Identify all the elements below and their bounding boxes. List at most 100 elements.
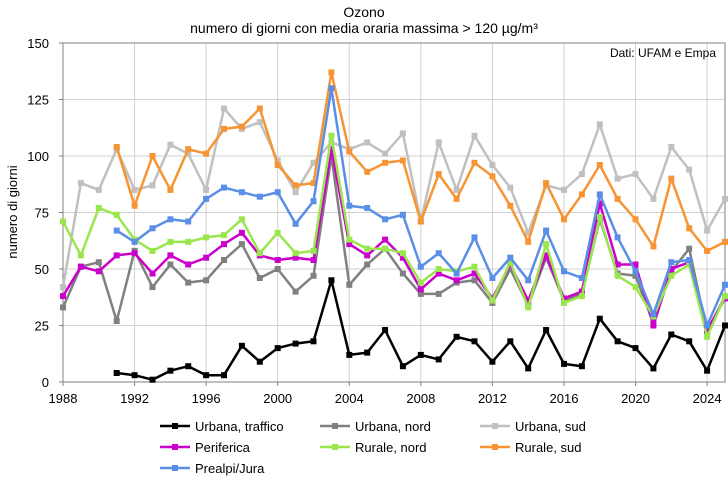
data-point-urbana-traffico	[185, 363, 192, 370]
data-point-periferica	[203, 254, 210, 261]
series-urbana-traffico	[113, 277, 728, 383]
data-point-urbana-sud	[167, 141, 174, 148]
data-point-rurale-sud	[382, 159, 389, 166]
data-point-rurale-sud	[203, 150, 210, 157]
data-point-prealpi-jura	[382, 216, 389, 223]
data-point-rurale-nord	[382, 245, 389, 252]
series-urbana-nord	[60, 153, 728, 336]
legend-swatch-marker	[332, 444, 338, 450]
series-periferica	[60, 146, 728, 333]
data-point-periferica	[221, 241, 227, 248]
data-point-rurale-nord	[364, 245, 371, 252]
data-point-urbana-traffico	[614, 338, 621, 345]
data-point-rurale-nord	[346, 236, 353, 243]
data-point-rurale-sud	[131, 202, 138, 209]
chart-subtitle: numero di giorni con media oraria massim…	[190, 20, 538, 36]
data-point-urbana-traffico	[238, 342, 245, 349]
data-point-urbana-sud	[435, 139, 442, 146]
data-point-rurale-sud	[614, 195, 621, 202]
data-point-rurale-sud	[471, 159, 478, 166]
data-point-urbana-sud	[722, 195, 728, 202]
data-point-rurale-sud	[668, 175, 675, 182]
data-point-prealpi-jura	[221, 184, 227, 191]
legend-swatch-marker	[332, 423, 338, 429]
data-point-urbana-traffico	[686, 338, 693, 345]
data-point-prealpi-jura	[561, 268, 567, 275]
data-point-periferica	[435, 270, 442, 277]
data-point-prealpi-jura	[310, 198, 317, 205]
data-point-urbana-traffico	[113, 370, 120, 376]
data-point-urbana-traffico	[274, 345, 281, 352]
data-point-urbana-nord	[274, 266, 281, 272]
data-point-urbana-nord	[399, 270, 406, 277]
data-point-urbana-nord	[149, 284, 156, 291]
data-point-rurale-sud	[346, 148, 353, 155]
data-point-urbana-sud	[131, 186, 138, 193]
data-point-prealpi-jura	[453, 270, 460, 277]
data-point-periferica	[382, 236, 389, 243]
series-line-urbana-nord	[61, 154, 727, 334]
data-point-urbana-traffico	[650, 365, 657, 372]
data-point-prealpi-jura	[543, 227, 550, 234]
data-point-urbana-sud	[292, 189, 299, 196]
data-point-periferica	[471, 270, 478, 277]
data-point-periferica	[399, 254, 406, 261]
data-point-urbana-traffico	[561, 360, 567, 367]
data-point-periferica	[60, 293, 66, 300]
data-point-prealpi-jura	[722, 281, 728, 288]
data-point-rurale-sud	[274, 162, 281, 168]
data-point-prealpi-jura	[346, 202, 353, 209]
data-point-urbana-nord	[292, 288, 299, 295]
data-point-urbana-traffico	[722, 322, 728, 329]
data-point-urbana-nord	[238, 241, 245, 248]
data-point-prealpi-jura	[596, 191, 603, 198]
data-point-rurale-nord	[77, 252, 84, 259]
data-point-urbana-traffico	[364, 349, 371, 356]
legend-swatch-marker	[492, 444, 498, 450]
data-point-prealpi-jura	[471, 234, 478, 241]
data-point-periferica	[704, 327, 711, 333]
data-point-prealpi-jura	[256, 193, 263, 200]
legend-swatch-marker	[492, 423, 498, 429]
data-point-periferica	[274, 257, 281, 263]
data-point-urbana-traffico	[507, 338, 514, 345]
data-point-urbana-traffico	[525, 365, 532, 372]
data-point-urbana-nord	[221, 257, 227, 263]
y-axis-ticks: 0 25 50 75 100 125 150	[27, 36, 63, 390]
data-point-periferica	[328, 146, 335, 153]
data-point-rurale-sud	[578, 191, 585, 198]
data-point-urbana-traffico	[596, 315, 603, 322]
legend-item: Periferica	[160, 440, 251, 455]
data-point-urbana-sud	[60, 284, 66, 291]
data-point-periferica	[453, 277, 460, 284]
data-point-prealpi-jura	[686, 257, 693, 263]
data-point-rurale-sud	[632, 216, 639, 223]
data-point-prealpi-jura	[167, 216, 174, 223]
data-point-rurale-nord	[417, 279, 424, 286]
data-point-rurale-sud	[256, 105, 263, 112]
legend: Urbana, traffico Urbana, nord Urbana, sud P…	[160, 419, 586, 476]
y-tick-label: 100	[27, 149, 49, 164]
data-point-prealpi-jura	[632, 268, 639, 275]
y-tick-label: 150	[27, 36, 49, 51]
data-point-prealpi-jura	[328, 85, 335, 92]
data-point-urbana-traffico	[471, 338, 478, 345]
data-point-urbana-traffico	[256, 358, 263, 365]
data-point-periferica	[596, 200, 603, 207]
data-point-prealpi-jura	[203, 195, 210, 202]
data-point-urbana-traffico	[632, 345, 639, 352]
x-tick-label: 1988	[49, 391, 78, 406]
y-tick-label: 0	[42, 375, 49, 390]
data-point-urbana-traffico	[328, 277, 335, 284]
y-tick-label: 25	[35, 319, 49, 334]
legend-item: Rurale, nord	[320, 440, 427, 455]
data-point-periferica	[310, 257, 317, 263]
data-point-urbana-sud	[274, 157, 281, 164]
data-point-urbana-sud	[399, 130, 406, 137]
data-point-urbana-nord	[203, 277, 210, 284]
data-point-rurale-nord	[668, 272, 675, 279]
data-point-rurale-sud	[417, 218, 424, 225]
data-point-periferica	[543, 252, 550, 259]
data-point-rurale-nord	[704, 333, 711, 340]
data-point-rurale-sud	[185, 146, 192, 153]
